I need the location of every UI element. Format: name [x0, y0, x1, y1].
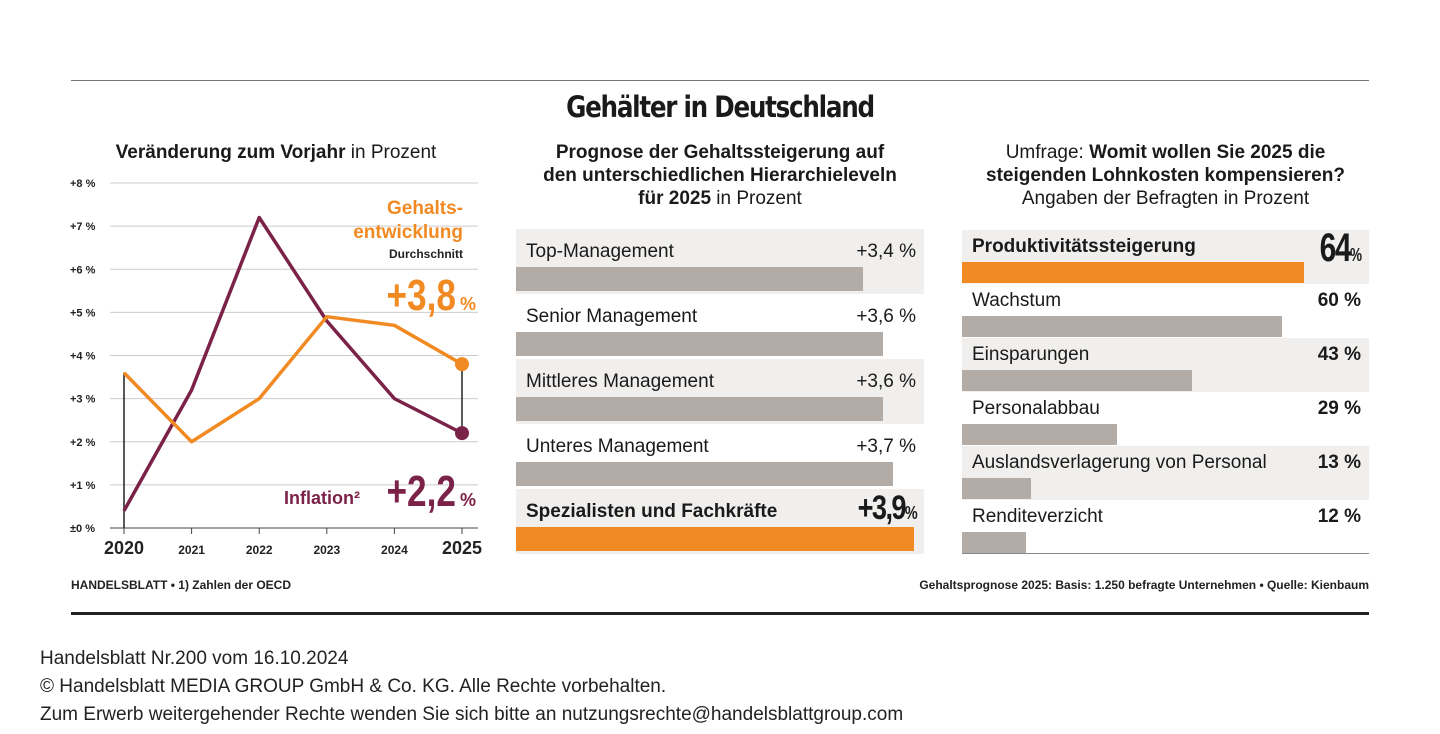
- hierarchy-label: Top-Management: [526, 241, 674, 262]
- footnote-right: Gehaltsprognose 2025: Basis: 1.250 befra…: [919, 578, 1369, 592]
- survey-value: 29 %: [1317, 398, 1361, 419]
- hierarchy-row: Unteres Management +3,7 %: [516, 424, 924, 489]
- hierarchy-row: Top-Management +3,4 %: [516, 229, 924, 294]
- survey-bar: [962, 370, 1192, 391]
- panel1-title: Veränderung zum Vorjahr in Prozent: [71, 141, 481, 164]
- credit-line-1: Handelsblatt Nr.200 vom 16.10.2024: [40, 648, 349, 669]
- survey-row: Produktivitätssteigerung 64%: [962, 226, 1369, 284]
- panel2-title-line3-rest: in Prozent: [711, 188, 802, 209]
- x-tick-label: 2020: [104, 538, 144, 558]
- gehalt-value: +3,8: [387, 271, 456, 320]
- inflation-pct: %: [460, 490, 476, 510]
- chart-title: Gehälter in Deutschland: [566, 90, 875, 124]
- x-tick-label: 2021: [178, 543, 205, 557]
- hierarchy-value: +3,6 %: [856, 306, 916, 327]
- survey-value: 43 %: [1317, 344, 1361, 365]
- credit-line-2: © Handelsblatt MEDIA GROUP GmbH & Co. KG…: [40, 676, 667, 697]
- hierarchy-value-pct: %: [904, 503, 918, 523]
- hierarchy-value: +3,9%: [857, 489, 918, 527]
- survey-bar: [962, 316, 1283, 337]
- y-tick-label: +1 %: [70, 480, 96, 492]
- hierarchy-value: +3,4 %: [856, 241, 916, 262]
- series-endpoint: [455, 426, 469, 441]
- survey-bar: [962, 532, 1027, 553]
- y-tick-label: +3 %: [70, 394, 96, 406]
- hierarchy-label: Senior Management: [526, 306, 698, 327]
- panel1-title-rest: in Prozent: [345, 142, 437, 163]
- panel3-title-line1-normal: Umfrage:: [1005, 142, 1090, 163]
- gehalt-label-2: entwicklung: [353, 222, 463, 243]
- survey-value-pct: %: [1350, 245, 1362, 265]
- y-tick-label: +2 %: [70, 437, 96, 449]
- survey-bar: [962, 262, 1304, 283]
- survey-value: 12 %: [1317, 506, 1361, 527]
- survey-row: Einsparungen 43 %: [962, 338, 1369, 392]
- panel1-title-bold: Veränderung zum Vorjahr: [115, 142, 346, 163]
- panel3-title-line3: Angaben der Befragten in Prozent: [1021, 188, 1310, 209]
- survey-baseline: [962, 553, 1369, 554]
- survey-row: Personalabbau 29 %: [962, 392, 1369, 446]
- hierarchy-row: Senior Management +3,6 %: [516, 294, 924, 359]
- survey-label: Einsparungen: [972, 344, 1090, 365]
- hierarchy-row: Mittleres Management +3,6 %: [516, 359, 924, 424]
- hierarchy-bar: [516, 397, 884, 421]
- y-tick-label: +4 %: [70, 351, 96, 363]
- panel3-title-line1-bold: Womit wollen Sie 2025 die: [1089, 142, 1326, 163]
- hierarchy-bar: [516, 332, 884, 356]
- y-tick-label: ±0 %: [70, 523, 95, 535]
- gehalt-pct: %: [460, 294, 476, 314]
- x-tick-label: 2025: [442, 538, 482, 558]
- hierarchy-row: Spezialisten und Fachkräfte +3,9%: [516, 489, 924, 554]
- y-tick-label: +8 %: [70, 178, 96, 190]
- hierarchy-bar: [516, 527, 914, 551]
- durchschnitt-label: Durchschnitt: [389, 247, 463, 261]
- inflation-label: Inflation²: [284, 488, 360, 508]
- series-line: [122, 215, 463, 512]
- y-tick-label: +5 %: [70, 307, 96, 319]
- panel2-title-line3-bold: für 2025: [638, 188, 712, 209]
- x-tick-label: 2024: [381, 543, 408, 557]
- survey-label: Produktivitätssteigerung: [972, 236, 1196, 257]
- series-line: [122, 314, 463, 444]
- gehalt-label-1: Gehalts-: [387, 198, 463, 219]
- survey-value: 60 %: [1317, 290, 1361, 311]
- panel3-title: Umfrage: Womit wollen Sie 2025 die steig…: [962, 141, 1369, 210]
- hierarchy-label: Unteres Management: [526, 436, 709, 457]
- survey-row: Wachstum 60 %: [962, 284, 1369, 338]
- hierarchy-bar: [516, 267, 863, 291]
- panel3-title-line2: steigenden Lohnkosten kompensieren?: [986, 165, 1345, 186]
- bottom-rule: [71, 612, 1369, 615]
- x-tick-label: 2023: [313, 543, 340, 557]
- survey-label: Renditeverzicht: [972, 506, 1103, 527]
- survey-bar: [962, 478, 1032, 499]
- hierarchy-label: Mittleres Management: [526, 371, 714, 392]
- hierarchy-value: +3,6 %: [856, 371, 916, 392]
- hierarchy-value: +3,7 %: [856, 436, 916, 457]
- survey-bar: [962, 424, 1117, 445]
- survey-label: Wachstum: [972, 290, 1062, 311]
- survey-row: Renditeverzicht 12 %: [962, 500, 1369, 554]
- series-endpoint: [455, 357, 469, 372]
- survey-value: 13 %: [1317, 452, 1361, 473]
- footnote-left: HANDELSBLATT • 1) Zahlen der OECD: [71, 578, 291, 592]
- y-tick-label: +7 %: [70, 221, 96, 233]
- hierarchy-bar: [516, 462, 894, 486]
- y-tick-label: +6 %: [70, 264, 96, 276]
- survey-label: Auslandsverlagerung von Personal: [972, 452, 1267, 473]
- survey-row: Auslandsverlagerung von Personal 13 %: [962, 446, 1369, 500]
- credit-line-3: Zum Erwerb weitergehender Rechte wenden …: [40, 704, 904, 725]
- panel2-title: Prognose der Gehaltssteigerung auf den u…: [516, 141, 924, 210]
- x-tick-label: 2022: [246, 543, 273, 557]
- line-chart: ±0 % +1 % +2 % +3 % +4 % +5 % +6 % +7 % +8 % 202…: [70, 178, 482, 558]
- panel2-title-line2: den unterschiedlichen Hierarchieleveln: [543, 165, 897, 186]
- hierarchy-label: Spezialisten und Fachkräfte: [526, 501, 778, 522]
- survey-value: 64%: [1320, 226, 1362, 270]
- survey-label: Personalabbau: [972, 398, 1100, 419]
- panel2-title-line1: Prognose der Gehaltssteigerung auf: [555, 142, 885, 163]
- top-rule: [71, 80, 1369, 81]
- inflation-value: +2,2: [387, 467, 456, 516]
